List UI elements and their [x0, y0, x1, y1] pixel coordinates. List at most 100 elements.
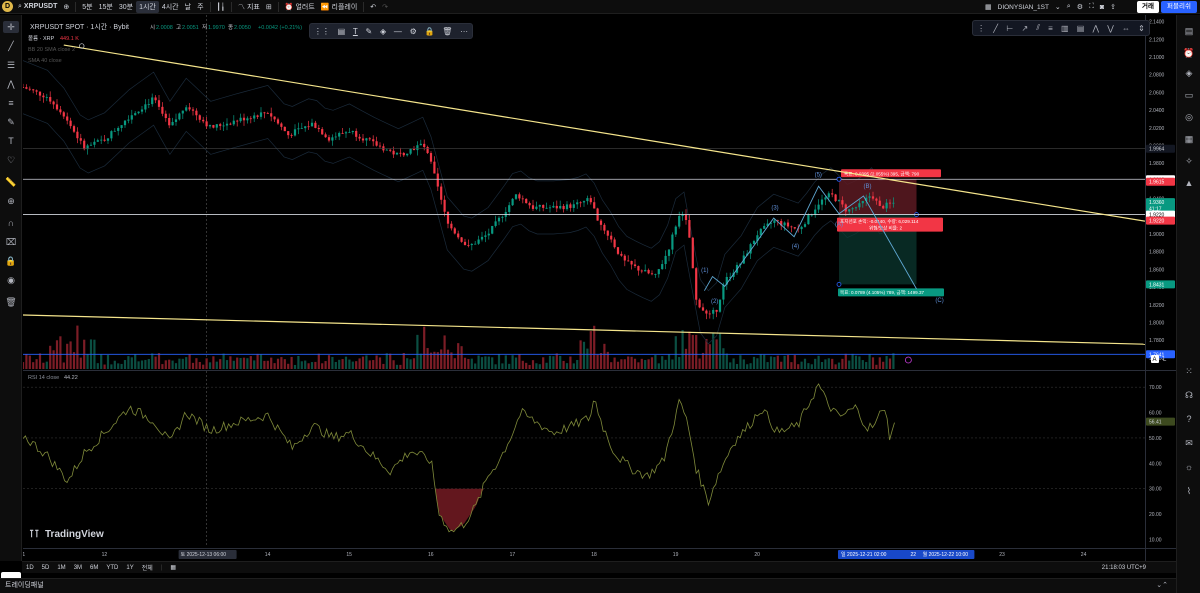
stroke-icon[interactable]: — [393, 26, 402, 36]
date-range-icon[interactable]: ⇕ [1138, 23, 1145, 33]
drag-handle-icon[interactable]: ⋮ [977, 23, 986, 33]
more-icon[interactable]: ··· [460, 26, 469, 36]
layers-icon[interactable]: ◈ [1185, 68, 1193, 78]
elliott-wave-icon[interactable]: ⋀ [1092, 23, 1100, 33]
zoom-in-icon[interactable]: ⊕ [7, 196, 15, 206]
share-button[interactable]: ⇪ [1107, 1, 1119, 13]
parallel-channel-icon[interactable]: ⫽ [1036, 23, 1040, 32]
symbol-search-button[interactable]: ⌕ XRPUSDT [15, 1, 60, 13]
clock[interactable]: 21:18:03 UTC+9 [1101, 564, 1146, 571]
target-icon[interactable]: ◎ [1185, 112, 1193, 122]
wave-label[interactable]: (3) [771, 205, 778, 211]
wave-label[interactable]: (B) [864, 184, 872, 190]
interval-day[interactable]: 날 [184, 3, 192, 11]
trendline-lower[interactable] [23, 314, 1146, 345]
wave-label[interactable]: (4) [792, 244, 799, 250]
trendline-upper[interactable] [63, 44, 1146, 222]
hotlist-icon[interactable]: ▲ [1184, 178, 1194, 188]
horizontal-ray-icon[interactable]: ⊢ [1006, 23, 1014, 33]
interval-week[interactable]: 주 [197, 3, 204, 11]
long-position-tool[interactable]: 목표: 0.0395 (2.055%) 395, 금액: 790 포지션포 손익:… [836, 169, 944, 297]
template-icon[interactable]: ▤ [337, 26, 346, 36]
snapshot-button[interactable]: ◙ [1097, 1, 1107, 13]
templates-button[interactable]: ⊞ [263, 1, 275, 13]
trash-icon[interactable]: 🗑 [442, 26, 453, 36]
layout-grid-button[interactable]: ▦ [982, 1, 995, 13]
goto-date-icon[interactable]: ▦ [170, 565, 176, 571]
indicators-button[interactable]: 〽 지표 [235, 1, 263, 13]
lock-icon[interactable]: 🔒 [424, 26, 435, 36]
text-icon[interactable]: T [8, 136, 14, 146]
watchlist-icon[interactable]: ▤ [1184, 26, 1194, 36]
alert-button[interactable]: ⏰ 얼러트 [282, 1, 318, 13]
replay-button[interactable]: ⏪ 리플레이 [318, 1, 360, 13]
wave-label[interactable]: (2) [711, 299, 718, 305]
range-icon[interactable]: ⇔ [1121, 23, 1130, 33]
fill-icon[interactable]: ◈ [379, 26, 387, 36]
interval-4h[interactable]: 4시간 [161, 3, 179, 11]
range-all[interactable]: 전체 [141, 566, 153, 572]
compare-symbol-button[interactable]: ⊕ [60, 1, 72, 13]
interval-1h[interactable]: 1시간 [136, 0, 159, 13]
publish-button[interactable]: 퍼블리쉬 [1161, 1, 1197, 13]
ray-icon[interactable]: ↗ [1021, 23, 1029, 33]
log-scale-label[interactable]: L [1163, 357, 1167, 363]
bulb-icon[interactable]: ☼ [1184, 462, 1194, 472]
wave-label[interactable]: (C) [935, 298, 943, 304]
interval-30m[interactable]: 30분 [118, 3, 134, 11]
volume-legend[interactable]: 볼륨 · XRP [28, 35, 55, 42]
path-icon[interactable]: ⋁ [1107, 23, 1114, 33]
chart-type-button[interactable]: ┃╽ [214, 1, 228, 13]
help-icon[interactable]: ? [1186, 414, 1192, 424]
auto-scale-button[interactable] [1151, 355, 1159, 363]
fib-icon[interactable]: ≡ [8, 98, 14, 108]
news-icon[interactable]: ✉ [1185, 438, 1193, 448]
settings-button[interactable]: ⚙ [1074, 1, 1086, 13]
range-6m[interactable]: 6M [90, 564, 99, 571]
range-1d[interactable]: 1D [26, 564, 34, 571]
horizontal-lines-icon[interactable]: ☰ [6, 60, 16, 70]
wave-label[interactable]: (A) [835, 222, 843, 228]
layout-menu-button[interactable]: ⌄ [1052, 1, 1064, 13]
ruler-icon[interactable]: 📏 [5, 177, 17, 187]
ideas-icon[interactable]: ✧ [1185, 156, 1193, 166]
settings-icon[interactable]: ⚙ [409, 26, 417, 36]
range-1y[interactable]: 1Y [126, 564, 134, 571]
chart-icon[interactable]: ⌇ [1186, 486, 1192, 496]
lock-icon[interactable]: 🔒 [5, 256, 17, 266]
heart-icon[interactable]: ♡ [6, 155, 16, 165]
grid-icon[interactable]: ⁙ [1185, 366, 1193, 376]
range-1m[interactable]: 1M [57, 564, 66, 571]
calendar-icon[interactable]: ▦ [1184, 134, 1194, 144]
brush-icon[interactable]: ✎ [7, 117, 15, 127]
range-3m[interactable]: 3M [73, 564, 83, 571]
elliott-wave[interactable]: (1) (2) (3) (4) (5) (A) (B) (C) [701, 173, 944, 306]
chat-icon[interactable]: ▭ [1184, 90, 1194, 100]
quick-search-button[interactable]: ⌕ [1064, 1, 1074, 13]
pattern-icon[interactable]: ⋀ [7, 79, 15, 89]
short-position-icon[interactable]: ▤ [1076, 23, 1085, 33]
drag-handle-icon[interactable]: ⋮⋮ [313, 26, 330, 36]
event-marker-icon[interactable] [904, 356, 912, 364]
magnet-icon[interactable]: ∩ [7, 218, 15, 228]
fullscreen-button[interactable]: ⛶ [1086, 1, 1097, 13]
bell-icon[interactable]: ☊ [1185, 390, 1193, 400]
alarm-clock-icon[interactable]: ⏰ [1183, 48, 1195, 58]
text-color-icon[interactable]: T [352, 26, 358, 36]
interval-15m[interactable]: 15분 [98, 3, 113, 11]
range-ytd[interactable]: YTD [106, 564, 119, 571]
drawn-lines[interactable] [23, 43, 1146, 355]
collapse-panel-icon[interactable]: ⌄⌃ [1156, 582, 1168, 589]
undo-button[interactable]: ↶ [367, 1, 379, 13]
user-avatar[interactable]: D [0, 1, 15, 13]
trendline-anchor[interactable] [79, 43, 85, 49]
wave-handle[interactable] [836, 176, 842, 182]
stop-zone[interactable] [839, 179, 917, 215]
eye-icon[interactable]: ◉ [7, 275, 15, 285]
redo-button[interactable]: ↷ [379, 1, 391, 13]
bb-legend[interactable]: BB 20 SMA close 2 [28, 47, 75, 53]
crosshair-icon[interactable]: ✛ [3, 21, 19, 33]
wave-label[interactable]: (1) [701, 268, 708, 274]
long-position-icon[interactable]: ▥ [1060, 23, 1069, 33]
price-chart[interactable]: 목표: 0.0395 (2.055%) 395, 금액: 790 포지션포 손익:… [23, 15, 1176, 561]
